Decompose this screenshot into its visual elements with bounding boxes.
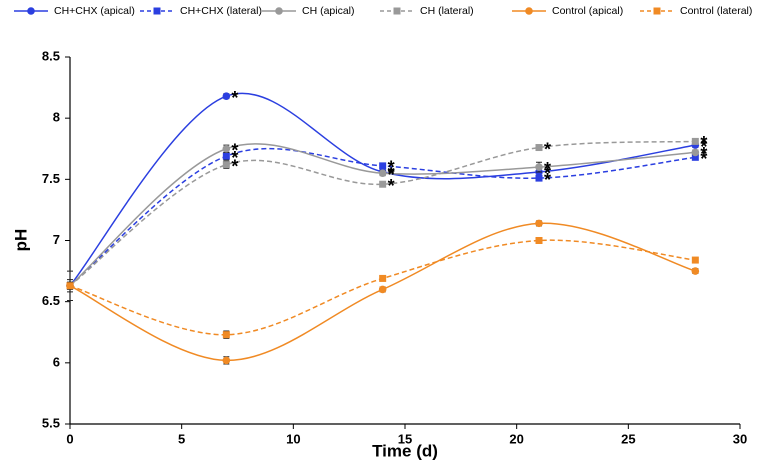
data-point xyxy=(691,137,699,145)
data-point xyxy=(222,356,231,365)
data-point xyxy=(379,162,387,170)
data-point xyxy=(691,148,700,157)
data-point xyxy=(378,169,387,178)
significance-label: * xyxy=(231,156,238,176)
significance-label: * xyxy=(544,164,551,184)
y-tick-label: 5.5 xyxy=(42,415,60,430)
legend-marker xyxy=(275,7,283,15)
series-line xyxy=(69,92,696,287)
y-tick-label: 8.5 xyxy=(42,48,60,63)
legend-label: Control (apical) xyxy=(552,5,623,17)
legend-marker xyxy=(153,7,161,15)
data-point xyxy=(535,237,543,244)
significance-label: * xyxy=(700,149,707,169)
data-point xyxy=(222,161,230,169)
data-point xyxy=(535,144,543,152)
significance-label: * xyxy=(388,165,395,185)
series-line xyxy=(69,140,696,287)
significance-label: * xyxy=(544,159,551,179)
y-tick-label: 6 xyxy=(53,354,60,369)
y-tick-label: 6.5 xyxy=(42,293,60,308)
x-tick-label: 15 xyxy=(398,431,412,446)
x-tick-label: 0 xyxy=(66,431,73,446)
y-axis-title: pH xyxy=(11,229,30,252)
data-point xyxy=(691,256,699,264)
significance-label: * xyxy=(388,176,395,196)
significance-label: * xyxy=(388,158,395,178)
significance-label: * xyxy=(700,133,707,153)
legend-label: CH+CHX (lateral) xyxy=(180,5,262,17)
y-tick-label: 7.5 xyxy=(42,171,60,186)
legend-label: CH (apical) xyxy=(302,5,355,17)
significance-label: * xyxy=(544,170,551,190)
data-point xyxy=(222,152,230,160)
legend-label: Control (lateral) xyxy=(680,5,752,17)
data-point xyxy=(691,267,700,275)
legend-marker xyxy=(27,7,35,15)
significance-label: * xyxy=(700,144,707,164)
legend-marker xyxy=(393,7,401,15)
significance-label: * xyxy=(700,137,707,157)
series-line xyxy=(69,143,696,287)
legend-label: CH+CHX (apical) xyxy=(54,5,135,17)
x-axis-title: Time (d) xyxy=(372,441,438,460)
data-point xyxy=(535,219,543,228)
y-tick-label: 7 xyxy=(53,232,60,247)
y-tick-label: 8 xyxy=(53,110,60,125)
legend-label: CH (lateral) xyxy=(420,5,474,17)
data-point xyxy=(379,274,387,282)
x-tick-label: 20 xyxy=(509,431,523,446)
data-point xyxy=(378,285,387,294)
data-point xyxy=(222,331,230,339)
data-point xyxy=(379,180,387,188)
significance-label: * xyxy=(231,88,238,108)
significance-label: * xyxy=(231,148,238,168)
x-tick-label: 10 xyxy=(286,431,300,446)
data-point xyxy=(535,163,543,171)
x-tick-label: 30 xyxy=(733,431,747,446)
data-point xyxy=(66,282,74,290)
x-tick-label: 5 xyxy=(178,431,185,446)
data-point xyxy=(691,153,699,161)
significance-label: * xyxy=(231,141,238,161)
x-tick-label: 25 xyxy=(621,431,635,446)
legend-marker xyxy=(653,7,661,15)
data-point xyxy=(535,174,543,182)
data-point xyxy=(222,144,231,153)
data-point xyxy=(222,92,231,100)
significance-label: * xyxy=(544,139,551,159)
legend-marker xyxy=(525,7,533,15)
